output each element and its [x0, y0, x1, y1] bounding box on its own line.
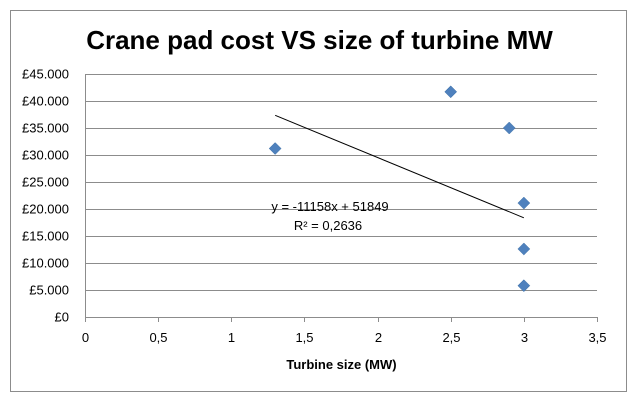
data-points	[268, 85, 531, 293]
y-tick-label: £20.000	[22, 202, 69, 217]
x-tick-label: 1	[228, 330, 235, 345]
y-tick-label: £15.000	[22, 229, 69, 244]
x-tick-label: 2,5	[442, 330, 460, 345]
data-point	[517, 242, 531, 256]
trendline-equation-group: y = -11158x + 51849 R² = 0,2636	[271, 199, 388, 233]
chart-title: Crane pad cost VS size of turbine MW	[86, 25, 553, 55]
data-point	[517, 279, 531, 293]
x-axis-title: Turbine size (MW)	[286, 357, 397, 372]
data-point	[517, 196, 531, 210]
data-point	[444, 85, 458, 99]
y-tick-label: £30.000	[22, 148, 69, 163]
y-tick-labels: £0 £5.000 £10.000 £15.000 £20.000 £25.000 £30.…	[22, 67, 69, 325]
x-tick-label: 0,5	[149, 330, 167, 345]
x-tick-label: 3	[521, 330, 528, 345]
y-tick-label: £35.000	[22, 121, 69, 136]
x-tick-label: 0	[82, 330, 89, 345]
y-tick-label: £25.000	[22, 175, 69, 190]
gridlines	[85, 74, 597, 291]
trendline	[274, 114, 525, 219]
x-tick-label: 1,5	[295, 330, 313, 345]
trendline-r2: R² = 0,2636	[294, 218, 362, 233]
trendline-equation: y = -11158x + 51849	[271, 199, 388, 214]
data-point	[502, 121, 516, 135]
y-tick-label: £40.000	[22, 94, 69, 109]
x-tick-label: 2	[375, 330, 382, 345]
x-tick-labels: 0 0,5 1 1,5 2 2,5 3 3,5	[82, 330, 607, 345]
axes	[85, 74, 598, 322]
y-tick-label: £0	[55, 310, 69, 325]
data-point	[268, 142, 282, 155]
y-tick-label: £5.000	[29, 283, 69, 298]
trendline-group	[274, 114, 525, 219]
x-tick-label: 3,5	[588, 330, 606, 345]
y-tick-label: £10.000	[22, 256, 69, 271]
y-tick-label: £45.000	[22, 67, 69, 82]
